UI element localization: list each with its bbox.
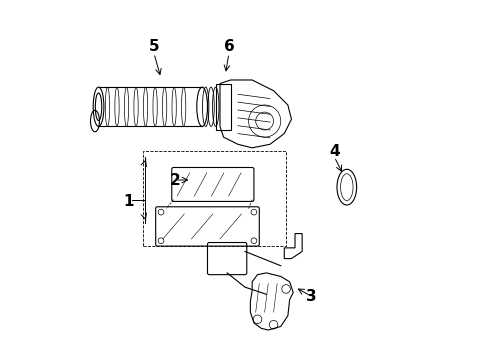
Text: 1: 1	[123, 194, 134, 209]
Bar	[217, 84, 231, 130]
Bar	[143, 152, 286, 246]
Text: 6: 6	[223, 39, 234, 54]
Text: 5: 5	[148, 39, 159, 54]
Text: 4: 4	[329, 144, 340, 159]
Text: 3: 3	[306, 289, 317, 303]
Text: 2: 2	[170, 172, 181, 188]
